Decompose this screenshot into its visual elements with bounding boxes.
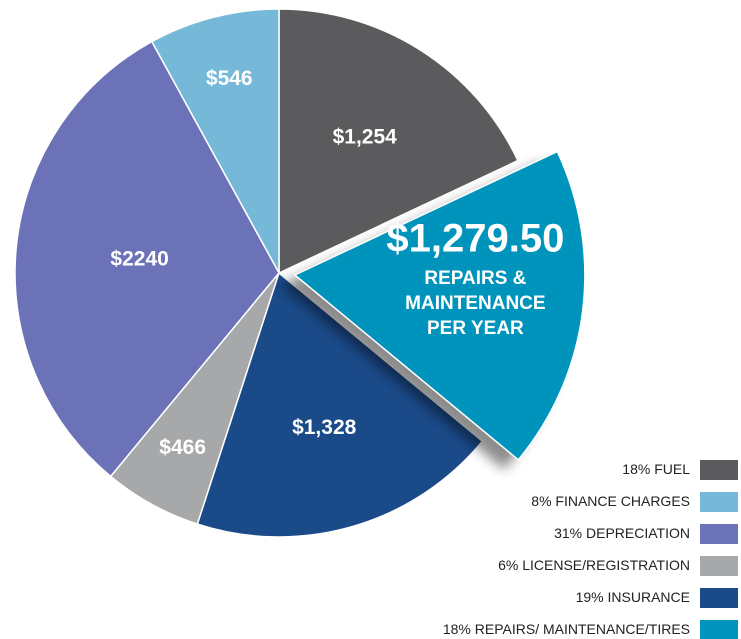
slice-amount: $2240: [110, 247, 168, 270]
slice-amount: $466: [159, 436, 206, 459]
legend-category: DEPRECIATION: [586, 525, 690, 541]
legend-percent: 8%: [531, 493, 551, 509]
legend-category: REPAIRS/ MAINTENANCE/TIRES: [475, 621, 690, 637]
legend-percent: 18%: [622, 461, 650, 477]
slice-amount: $1,254: [333, 125, 398, 148]
slice-amount: $1,328: [292, 416, 357, 439]
legend-category: INSURANCE: [608, 589, 690, 605]
slice: [14, 40, 280, 478]
annotation: PER YEAR: [427, 318, 524, 339]
legend-label: 18% FUEL: [622, 461, 690, 477]
pie: [14, 8, 586, 538]
legend-label: 31% DEPRECIATION: [554, 525, 690, 541]
annotation: MAINTENANCE: [405, 293, 545, 314]
legend-label: 19% INSURANCE: [576, 589, 690, 605]
legend-swatch: [700, 460, 738, 480]
legend-swatch: [700, 588, 738, 608]
slice: [196, 271, 484, 538]
legend-category: FINANCE CHARGES: [555, 493, 690, 509]
legend-label: 18% REPAIRS/ MAINTENANCE/TIRES: [443, 621, 690, 637]
slice: [150, 8, 280, 274]
legend-label: 6% LICENSE/REGISTRATION: [498, 557, 690, 573]
legend-percent: 18%: [443, 621, 471, 637]
legend-swatch: [700, 524, 738, 544]
legend-swatch: [700, 556, 738, 576]
legend-percent: 19%: [576, 589, 604, 605]
slice: [278, 8, 519, 275]
legend-swatch: [700, 620, 738, 639]
annotation: REPAIRS &: [424, 268, 526, 289]
legend-category: FUEL: [654, 461, 690, 477]
legend-label: 8% FINANCE CHARGES: [531, 493, 690, 509]
slice-amount: $1,279.50: [386, 216, 564, 260]
slice-labels: $1,254 $546 $2240 $466 $1,328 $1,279.50 REPAIR…: [110, 67, 564, 459]
legend-percent: 6%: [498, 557, 518, 573]
legend-category: LICENSE/REGISTRATION: [522, 557, 690, 573]
slice: [293, 150, 586, 461]
slice-amount: $546: [206, 67, 253, 90]
legend-swatch: [700, 492, 738, 512]
legend-percent: 31%: [554, 525, 582, 541]
legend: 18% FUEL 8% FINANCE CHARGES 31% DEPRECIATI…: [443, 460, 738, 639]
